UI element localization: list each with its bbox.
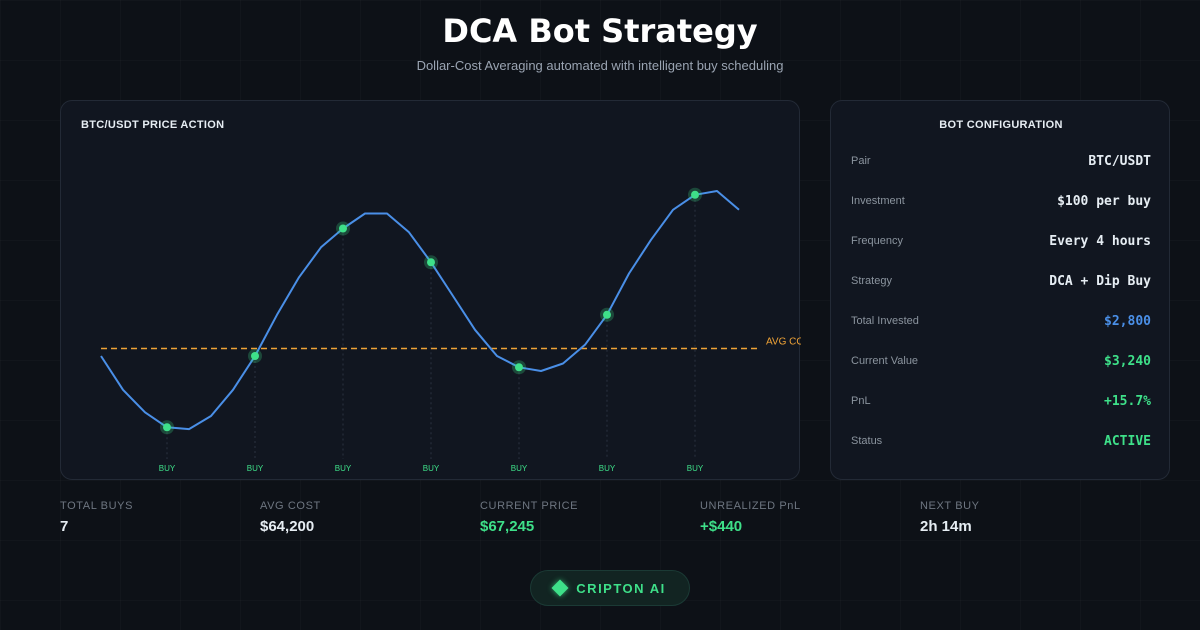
buy-marker (427, 258, 435, 267)
page-subtitle: Dollar-Cost Averaging automated with int… (416, 58, 784, 73)
config-value: $2,800 (1104, 313, 1151, 329)
buy-marker (163, 423, 171, 432)
stat-avg-cost: AVG COST $64,200 (260, 500, 321, 535)
buy-label: BUY (687, 464, 704, 473)
page-title: DCA Bot Strategy (442, 12, 758, 50)
buy-label: BUY (335, 464, 352, 473)
stat-total-buys: TOTAL BUYS 7 (60, 500, 133, 535)
buy-label: BUY (159, 464, 176, 473)
config-panel-title: BOT CONFIGURATION (939, 119, 1063, 131)
stat-value: $64,200 (260, 518, 315, 535)
config-row-pnl: PnL +15.7% (851, 391, 1151, 411)
config-value: +15.7% (1104, 393, 1151, 409)
config-row-pair: Pair BTC/USDT (851, 151, 1151, 171)
buy-marker (339, 224, 347, 233)
stat-label: CURRENT PRICE (480, 500, 579, 512)
config-row-frequency: Frequency Every 4 hours (851, 231, 1151, 251)
brand-name: CRIPTON AI (576, 580, 666, 596)
config-row-current-value: Current Value $3,240 (851, 351, 1151, 371)
config-value: $3,240 (1104, 353, 1151, 369)
stat-value: $67,245 (480, 518, 535, 535)
buy-marker (251, 352, 259, 360)
buy-label: BUY (423, 464, 440, 473)
buy-label: BUY (511, 464, 528, 473)
avg-cost-label: AVG COST (766, 337, 801, 348)
buy-label: BUY (247, 464, 264, 473)
config-label: Frequency (851, 235, 903, 247)
stat-current-price: CURRENT PRICE $67,245 (480, 500, 578, 535)
config-label: Pair (851, 155, 871, 167)
stat-value: 7 (60, 518, 69, 535)
config-value: Every 4 hours (1049, 233, 1151, 249)
config-row-strategy: Strategy DCA + Dip Buy (851, 271, 1151, 291)
stat-label: UNREALIZED PnL (700, 500, 801, 512)
config-value: BTC/USDT (1088, 153, 1151, 169)
config-row-status: Status ACTIVE (851, 431, 1151, 451)
stat-label: NEXT BUY (920, 500, 980, 512)
config-row-investment: Investment $100 per buy (851, 191, 1151, 211)
stat-unrealized-pnl: UNREALIZED PnL +$440 (700, 500, 801, 535)
config-label: Investment (851, 195, 905, 207)
price-line (100, 190, 740, 431)
config-label: PnL (851, 395, 871, 407)
buy-marker (515, 363, 523, 372)
diamond-icon (551, 579, 569, 597)
config-value: $100 per buy (1057, 193, 1151, 209)
bot-configuration-panel: BOT CONFIGURATION Pair BTC/USDT Investme… (830, 100, 1170, 480)
stat-label: AVG COST (260, 500, 321, 512)
config-label: Current Value (851, 355, 919, 367)
config-value: DCA + Dip Buy (1049, 273, 1151, 289)
stat-value: 2h 14m (920, 518, 972, 535)
chart-panel-title: BTC/USDT PRICE ACTION (81, 119, 225, 131)
stat-label: TOTAL BUYS (60, 500, 134, 512)
config-label: Status (851, 435, 883, 447)
buy-label: BUY (599, 464, 616, 473)
buy-marker (691, 190, 699, 199)
config-label: Total Invested (851, 315, 919, 327)
stat-next-buy: NEXT BUY 2h 14m (920, 500, 980, 535)
buy-marker (603, 310, 611, 319)
status-badge: ACTIVE (1104, 433, 1151, 449)
config-row-total-invested: Total Invested $2,800 (851, 311, 1151, 331)
price-chart-panel: BTC/USDT PRICE ACTION AVG COST BUY BUY BUY B… (60, 100, 801, 480)
config-label: Strategy (851, 275, 892, 287)
price-chart: AVG COST BUY BUY BUY BUY BUY BUY BUY (100, 187, 801, 473)
brand-badge[interactable]: CRIPTON AI (530, 570, 690, 606)
stat-value: +$440 (700, 518, 743, 535)
